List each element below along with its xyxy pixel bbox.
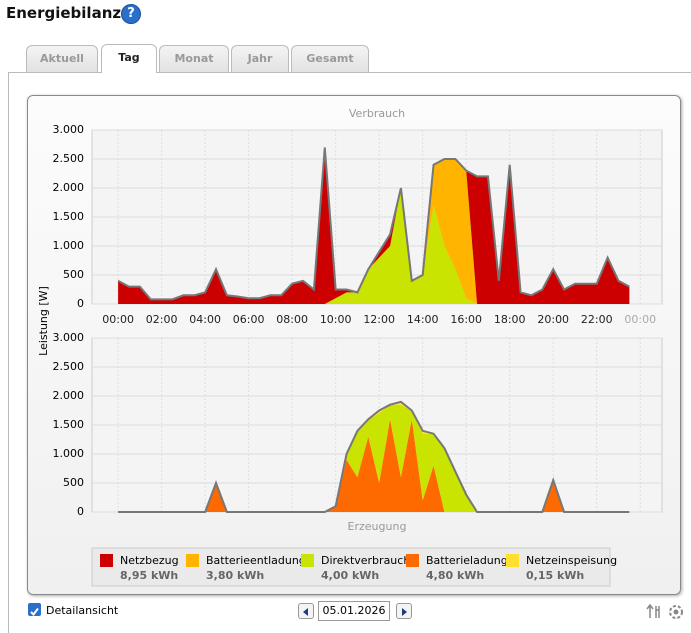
legend-swatch	[301, 554, 314, 567]
y-tick-label: 2.500	[53, 152, 85, 165]
chart: Verbrauch05001.0001.5002.0002.5003.00000…	[37, 107, 663, 587]
y-tick-label: 1.000	[53, 447, 85, 460]
date-field[interactable]: 05.01.2026	[318, 601, 390, 621]
next-arrow	[402, 608, 407, 616]
checkbox[interactable]	[28, 603, 41, 617]
x-tick-label: 06:00	[233, 313, 265, 326]
legend-swatch	[100, 554, 113, 567]
area	[118, 188, 630, 304]
help-icon[interactable]: ?	[121, 4, 141, 24]
x-tick-label: 00:00	[624, 313, 656, 326]
y-tick-label: 2.000	[53, 181, 85, 194]
check-mark	[30, 607, 39, 617]
legend-label: Netzeinspeisung	[526, 554, 617, 567]
legend-swatch	[186, 554, 199, 567]
legend-label: Netzbezug	[120, 554, 179, 567]
x-tick-label: 00:00	[102, 313, 134, 326]
x-tick-label: 02:00	[146, 313, 178, 326]
x-tick-label: 16:00	[450, 313, 482, 326]
area	[118, 147, 630, 304]
x-tick-label: 18:00	[494, 313, 526, 326]
y-tick-label: 0	[77, 505, 84, 518]
legend-amount: 3,80 kWh	[206, 569, 264, 582]
x-tick-label: 04:00	[189, 313, 221, 326]
legend-box	[91, 547, 611, 587]
x-tick-label: 20:00	[537, 313, 569, 326]
y-tick-label: 2.000	[53, 389, 85, 402]
tab[interactable]: Tag	[101, 44, 157, 73]
x-tick-label: 10:00	[320, 313, 352, 326]
legend-amount: 0,15 kWh	[526, 569, 584, 582]
legend-label: Batterieentladung	[206, 554, 306, 567]
panel	[8, 72, 691, 633]
total-outline	[118, 400, 630, 513]
tab[interactable]: Jahr	[231, 45, 289, 72]
y-tick-label: 2.500	[53, 360, 85, 373]
prev-button[interactable]	[298, 603, 314, 619]
legend-amount: 4,80 kWh	[426, 569, 484, 582]
area	[118, 419, 630, 512]
y-tick-label: 500	[63, 476, 84, 489]
x-tick-label: 08:00	[276, 313, 308, 326]
y-tick-label: 3.000	[53, 331, 85, 344]
chart-title: Erzeugung	[348, 520, 407, 533]
prev-arrow	[303, 608, 308, 616]
x-tick-label: 12:00	[363, 313, 395, 326]
tab[interactable]: Aktuell	[26, 45, 98, 72]
y-tick-label: 0	[77, 297, 84, 310]
x-tick-label: 22:00	[581, 313, 613, 326]
y-tick-label: 3.000	[53, 123, 85, 136]
legend-amount: 8,95 kWh	[120, 569, 178, 582]
chart-title: Verbrauch	[349, 107, 405, 120]
legend-amount: 4,00 kWh	[321, 569, 379, 582]
checkbox-label: Detailansicht	[46, 604, 119, 617]
next-button[interactable]	[396, 603, 412, 619]
legend-swatch	[506, 554, 519, 567]
y-axis-label: Leistung [W]	[37, 286, 50, 356]
y-tick-label: 1.500	[53, 210, 85, 223]
page-title: Energiebilanz	[6, 4, 122, 22]
tab[interactable]: Gesamt	[291, 45, 369, 72]
tool-icons[interactable]	[646, 600, 686, 622]
x-tick-label: 14:00	[407, 313, 439, 326]
total-outline	[117, 147, 630, 301]
y-tick-label: 1.500	[53, 418, 85, 431]
y-tick-label: 500	[63, 268, 84, 281]
legend-label: Direktverbrauch	[321, 554, 410, 567]
y-tick-label: 1.000	[53, 239, 85, 252]
legend-swatch	[406, 554, 419, 567]
tab[interactable]: Monat	[159, 45, 229, 72]
area	[118, 404, 630, 512]
legend-label: Batterieladung	[426, 554, 508, 567]
